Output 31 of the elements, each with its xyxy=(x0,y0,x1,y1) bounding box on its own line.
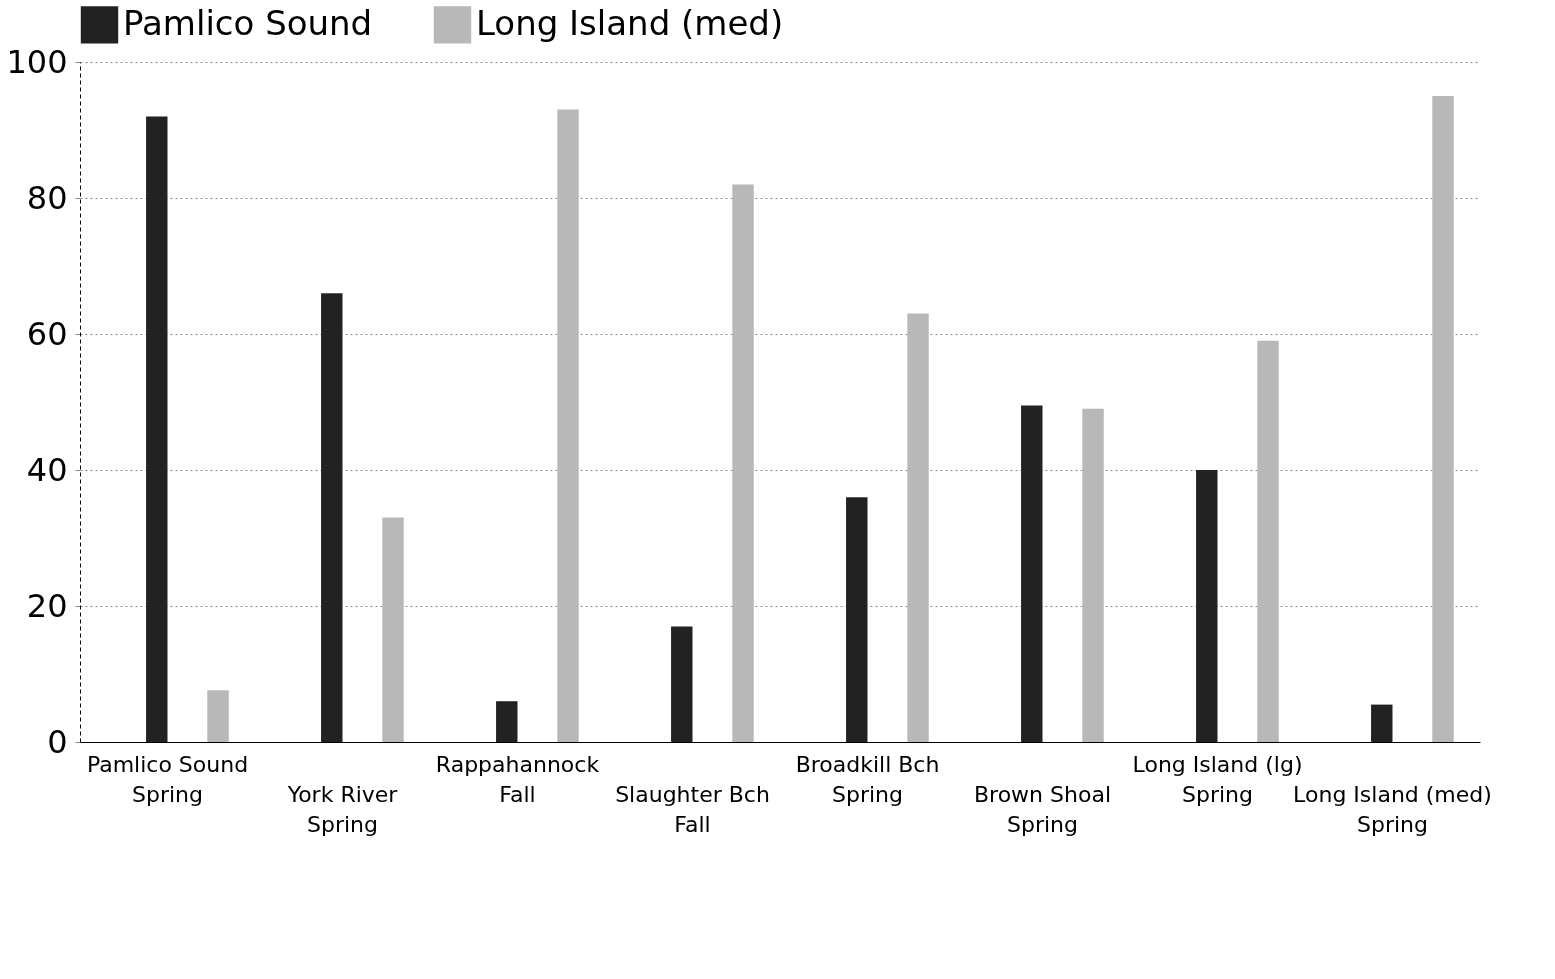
bar xyxy=(671,626,693,742)
x-tick-label: Pamlico Sound Spring xyxy=(86,751,249,807)
y-tick-label: 80 xyxy=(26,178,68,217)
bar xyxy=(496,701,518,742)
bar xyxy=(1371,704,1393,742)
bar xyxy=(207,690,229,742)
bar xyxy=(146,116,168,742)
y-tick-label: 100 xyxy=(6,42,68,81)
bar xyxy=(1082,408,1104,742)
bar xyxy=(907,313,929,742)
legend-label: Long Island (med) xyxy=(476,2,784,43)
bar xyxy=(846,497,868,742)
y-tick-label: 60 xyxy=(26,314,68,353)
bar xyxy=(1257,340,1279,742)
x-tick-label: Brown Shoal Spring xyxy=(973,781,1112,837)
bar xyxy=(1196,470,1218,742)
y-tick-label: 40 xyxy=(26,450,68,489)
x-tick-label: Slaughter Bch Fall xyxy=(615,781,770,837)
bar xyxy=(1021,405,1043,742)
y-tick-label: 20 xyxy=(26,586,68,625)
bar xyxy=(732,184,754,742)
bar xyxy=(382,517,404,742)
x-tick-label: Rappahannock Fall xyxy=(435,751,600,807)
y-tick-label: 0 xyxy=(47,722,68,761)
legend-label: Pamlico Sound xyxy=(123,2,373,43)
bar xyxy=(1432,96,1454,742)
bar xyxy=(321,293,343,742)
x-tick-label: Long Island (med) Spring xyxy=(1293,781,1492,837)
x-tick-label: Broadkill Bch Spring xyxy=(795,751,940,807)
bar xyxy=(557,109,579,742)
x-tick-label: York River Spring xyxy=(286,781,399,837)
